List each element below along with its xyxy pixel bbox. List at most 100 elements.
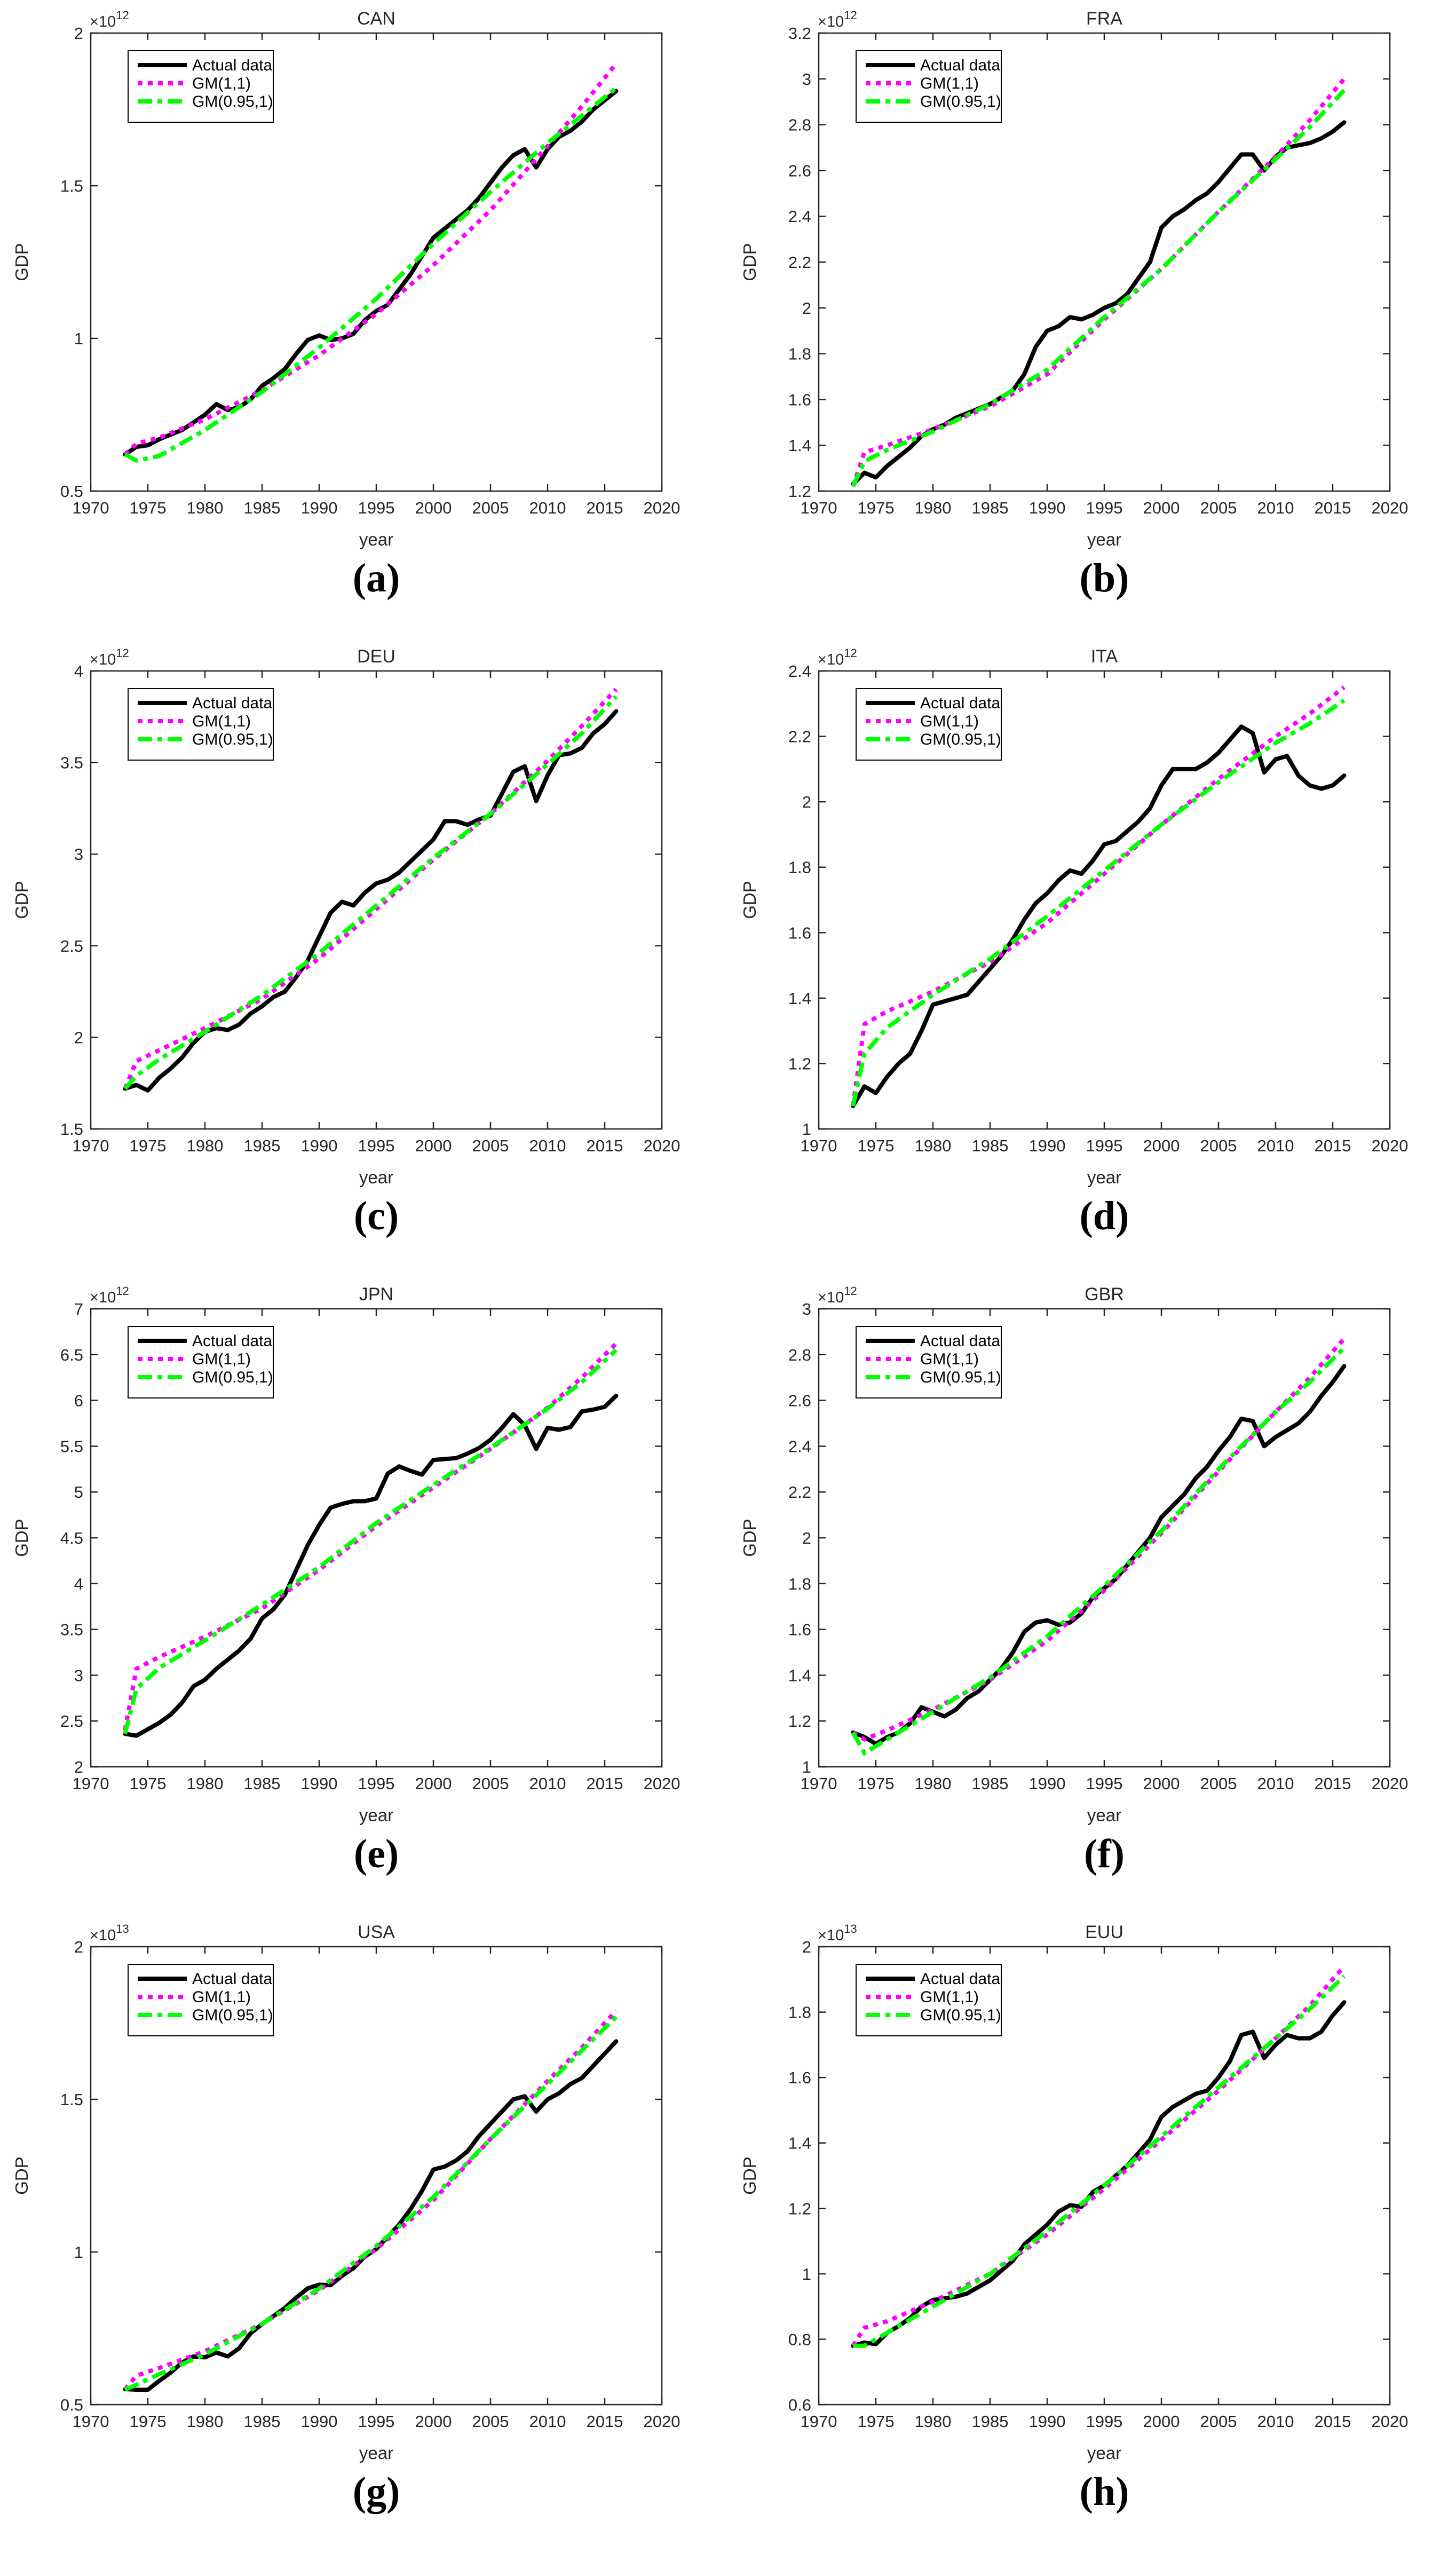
- legend: Actual data GM(1,1) GM(0.95,1): [856, 1326, 1002, 1399]
- data-series-group: [851, 1965, 1347, 2348]
- y-axis-exponent: ×1012: [90, 646, 129, 668]
- x-tick-label: 1985: [972, 2412, 1009, 2431]
- legend-label-actual: Actual data: [920, 1970, 1000, 1988]
- panel-letter: (f): [1084, 1831, 1125, 1876]
- y-tick-label: 2.5: [60, 1712, 83, 1731]
- x-tick-label: 1975: [858, 1136, 895, 1155]
- y-tick-label: 4: [74, 662, 83, 681]
- y-tick-label: 1.5: [60, 2090, 83, 2109]
- series-gm11: [123, 2009, 618, 2391]
- axis-ticks: [90, 32, 663, 492]
- x-tick-label: 2020: [644, 1774, 680, 1793]
- x-tick-label: 2020: [1372, 2412, 1408, 2431]
- series-gm095: [851, 1346, 1346, 1756]
- y-tick-label: 2.2: [788, 1483, 811, 1502]
- x-tick-label: 2000: [415, 2412, 452, 2431]
- legend-box: [856, 688, 1002, 761]
- y-tick-labels: 1 1.2 1.4 1.6 1.8 2 2.2 2.4 2.6 2.8 3: [788, 1300, 811, 1776]
- series-gm095: [851, 698, 1346, 1107]
- data-series-group: [123, 688, 619, 1093]
- panel-letter: (b): [1080, 556, 1129, 601]
- y-tick-label: 2: [74, 1938, 83, 1956]
- y-tick-label: 0.8: [788, 2330, 811, 2349]
- y-tick-labels: 2 2.5 3 3.5 4 4.5 5 5.5 6 6.5 7: [60, 1300, 83, 1776]
- x-tick-label: 1995: [358, 1774, 395, 1793]
- x-axis-label: year: [1087, 530, 1121, 549]
- chart-panel: EUU ×1013 1970 1975 1980 1985 1990 1995 2000 20…: [728, 1914, 1456, 2551]
- series-actual-data: [851, 1364, 1347, 1747]
- legend-label-actual: Actual data: [192, 1970, 272, 1988]
- y-tick-label: 1.4: [788, 2134, 811, 2153]
- x-tick-label: 1980: [187, 1774, 224, 1793]
- legend: Actual data GM(1,1) GM(0.95,1): [128, 50, 274, 123]
- y-tick-label: 1.5: [60, 177, 83, 195]
- legend-box: [856, 1964, 1002, 2036]
- y-tick-label: 2: [74, 1028, 83, 1047]
- y-axis-exponent: ×1013: [90, 1922, 129, 1944]
- y-tick-label: 1.2: [788, 1054, 811, 1073]
- axis-ticks: [818, 670, 1391, 1130]
- x-tick-labels: 1970 1975 1980 1985 1990 1995 2000 2005 2010 2015…: [73, 2412, 680, 2431]
- chart-panel: USA ×1013 1970 1975 1980 1985 1990 1995 2000 20…: [0, 1914, 728, 2551]
- chart-canvas: CAN ×1012 1970 1975 1980 1985 1990 1995 2000 20…: [12, 9, 680, 601]
- y-tick-label: 1.4: [788, 436, 811, 455]
- x-tick-label: 2000: [415, 1774, 452, 1793]
- y-tick-label: 2.4: [788, 662, 811, 681]
- y-tick-label: 1.6: [788, 923, 811, 942]
- y-tick-label: 2.4: [788, 207, 811, 226]
- y-tick-label: 3: [802, 70, 811, 89]
- x-tick-label: 1970: [73, 1136, 109, 1155]
- x-tick-label: 1985: [244, 1136, 281, 1155]
- x-tick-label: 1985: [244, 1774, 281, 1793]
- x-tick-label: 2000: [415, 499, 452, 517]
- x-tick-label: 2000: [1143, 499, 1180, 517]
- x-tick-label: 2015: [1315, 499, 1351, 517]
- x-tick-label: 2010: [529, 1136, 566, 1155]
- x-axis-label: year: [1087, 1805, 1121, 1825]
- panel-letter: (a): [353, 556, 400, 601]
- x-tick-labels: 1970 1975 1980 1985 1990 1995 2000 2005 2010 2015…: [73, 499, 680, 517]
- legend: Actual data GM(1,1) GM(0.95,1): [128, 688, 274, 761]
- x-tick-label: 2010: [1257, 1774, 1294, 1793]
- chart-panel: ITA ×1012 1970 1975 1980 1985 1990 1995 2000 20…: [728, 638, 1456, 1276]
- x-tick-label: 2020: [644, 1136, 680, 1155]
- y-tick-label: 2: [802, 1938, 811, 1956]
- y-tick-label: 2.6: [788, 1392, 811, 1410]
- x-axis-label: year: [359, 1167, 393, 1187]
- y-tick-label: 1: [74, 329, 83, 348]
- x-tick-labels: 1970 1975 1980 1985 1990 1995 2000 2005 2010 2015…: [801, 1136, 1408, 1155]
- chart-panel: DEU ×1012 1970 1975 1980 1985 1990 1995 2000 20…: [0, 638, 728, 1276]
- legend: Actual data GM(1,1) GM(0.95,1): [856, 50, 1002, 123]
- x-tick-label: 1970: [73, 499, 109, 517]
- chart-title: EUU: [1085, 1922, 1123, 1942]
- x-tick-label: 2020: [1372, 499, 1408, 517]
- chart-title: CAN: [357, 9, 395, 29]
- x-tick-label: 2000: [1143, 1136, 1180, 1155]
- chart-title: FRA: [1086, 9, 1122, 29]
- series-gm095: [853, 1974, 1346, 2348]
- x-tick-label: 2000: [1143, 2412, 1180, 2431]
- x-tick-label: 1980: [915, 499, 952, 517]
- y-axis-label: GDP: [740, 1519, 759, 1557]
- x-tick-label: 2005: [1200, 1774, 1237, 1793]
- y-tick-label: 0.5: [60, 2396, 83, 2414]
- x-tick-labels: 1970 1975 1980 1985 1990 1995 2000 2005 2010 2015…: [73, 1136, 680, 1155]
- panel-letter: (g): [353, 2469, 400, 2514]
- x-tick-label: 2020: [1372, 1774, 1408, 1793]
- x-tick-labels: 1970 1975 1980 1985 1990 1995 2000 2005 2010 2015…: [801, 499, 1408, 517]
- chart-canvas: JPN ×1012 1970 1975 1980 1985 1990 1995 2000 20…: [12, 1284, 680, 1876]
- y-tick-label: 1: [74, 2243, 83, 2262]
- legend-box: [128, 1964, 274, 2036]
- y-tick-label: 3.2: [788, 24, 811, 43]
- axis-ticks: [818, 1308, 1391, 1768]
- y-tick-label: 1.8: [788, 858, 811, 877]
- legend-label-gm11: GM(1,1): [920, 1988, 979, 2006]
- data-series-group: [851, 1337, 1347, 1756]
- y-tick-labels: 1.5 2 2.5 3 3.5 4: [60, 662, 83, 1139]
- legend-label-gm11: GM(1,1): [192, 1988, 251, 2006]
- x-tick-label: 1970: [801, 1774, 837, 1793]
- x-tick-label: 2005: [472, 1774, 509, 1793]
- legend-label-actual: Actual data: [920, 694, 1000, 712]
- x-axis-label: year: [1087, 1167, 1121, 1187]
- data-series-group: [123, 1342, 619, 1738]
